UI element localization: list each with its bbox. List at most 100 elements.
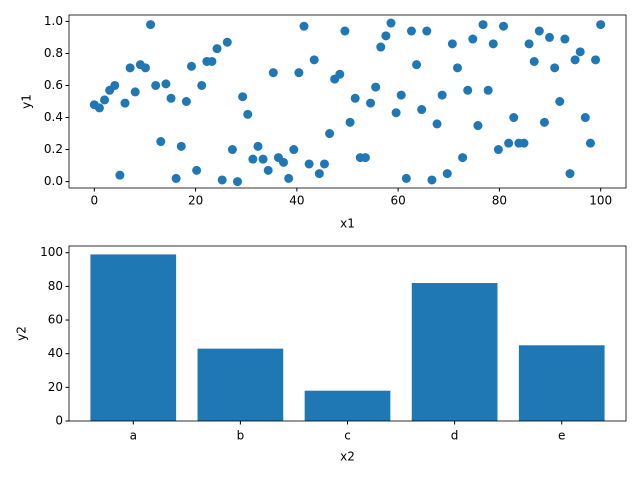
point — [94, 103, 104, 113]
point — [268, 68, 278, 78]
point — [493, 145, 503, 155]
point — [350, 93, 360, 103]
point — [289, 145, 299, 155]
point — [233, 177, 243, 187]
bar — [411, 283, 498, 421]
x-tick-label: d — [451, 429, 459, 443]
y-tick-label: 0.4 — [44, 110, 63, 124]
point — [263, 165, 273, 175]
point — [371, 82, 381, 92]
point — [146, 20, 156, 30]
point — [376, 42, 386, 52]
point — [181, 97, 191, 106]
x-tick-label: 0 — [90, 194, 98, 208]
point — [100, 95, 110, 105]
point — [499, 21, 509, 31]
point — [253, 141, 263, 151]
point — [422, 26, 432, 36]
x-tick-label: 100 — [589, 194, 612, 208]
point — [386, 18, 396, 28]
y-tick-label: 40 — [48, 346, 63, 360]
point — [161, 79, 171, 89]
point — [304, 159, 314, 169]
point — [319, 159, 329, 169]
bar — [90, 254, 177, 421]
point — [580, 113, 590, 123]
point — [575, 47, 585, 57]
point — [519, 138, 529, 148]
point — [488, 39, 498, 49]
point — [591, 55, 601, 65]
point — [212, 44, 222, 54]
point — [565, 169, 575, 179]
point — [401, 173, 411, 183]
y-tick-label: 20 — [48, 380, 63, 394]
point — [156, 137, 166, 147]
y-tick-label: 100 — [40, 245, 63, 259]
point — [345, 117, 355, 127]
point — [391, 108, 401, 118]
point — [452, 63, 462, 73]
point — [284, 173, 294, 183]
point — [238, 92, 248, 102]
y-tick-label: 0.8 — [44, 46, 63, 60]
point — [309, 55, 319, 65]
point — [596, 20, 606, 30]
point — [447, 39, 457, 49]
point — [258, 154, 268, 164]
point — [504, 138, 514, 148]
point — [529, 56, 539, 66]
point — [125, 63, 135, 73]
point — [524, 39, 534, 49]
point — [222, 37, 232, 47]
point — [207, 56, 217, 66]
bar — [304, 390, 391, 421]
axes-frame — [68, 245, 627, 422]
x-tick-label: 80 — [492, 194, 507, 208]
point — [483, 85, 493, 95]
y-tick-label: 0 — [55, 414, 63, 428]
point — [417, 105, 427, 115]
point — [340, 26, 350, 36]
point — [432, 119, 442, 129]
point — [166, 93, 176, 103]
point — [406, 26, 416, 36]
point — [115, 170, 125, 180]
point — [335, 69, 345, 79]
x-tick-label: a — [130, 429, 137, 443]
point — [468, 34, 478, 44]
point — [458, 153, 468, 163]
point — [545, 32, 555, 42]
x-tick-label: 20 — [188, 194, 203, 208]
x-axis-label: x1 — [340, 217, 355, 231]
point — [140, 63, 150, 73]
x-tick-label: c — [344, 429, 351, 443]
point — [197, 80, 207, 90]
point — [381, 31, 391, 41]
point — [539, 117, 549, 127]
point — [437, 90, 447, 100]
point — [186, 61, 196, 71]
point — [555, 97, 565, 106]
point — [360, 153, 370, 163]
point — [585, 138, 595, 148]
point — [473, 121, 483, 131]
point — [227, 145, 237, 155]
point — [463, 85, 473, 95]
point — [176, 141, 186, 151]
x-tick-label: 40 — [289, 194, 304, 208]
point — [412, 60, 422, 70]
bar — [518, 345, 605, 421]
x-tick-label: 60 — [390, 194, 405, 208]
y-axis-label: y2 — [15, 326, 29, 341]
point — [427, 175, 437, 185]
point — [560, 34, 570, 44]
point — [171, 173, 181, 183]
point — [442, 169, 452, 179]
y-tick-label: 60 — [48, 313, 63, 327]
bar — [197, 348, 284, 421]
y-tick-label: 80 — [48, 279, 63, 293]
point — [243, 109, 253, 119]
point — [299, 21, 309, 31]
